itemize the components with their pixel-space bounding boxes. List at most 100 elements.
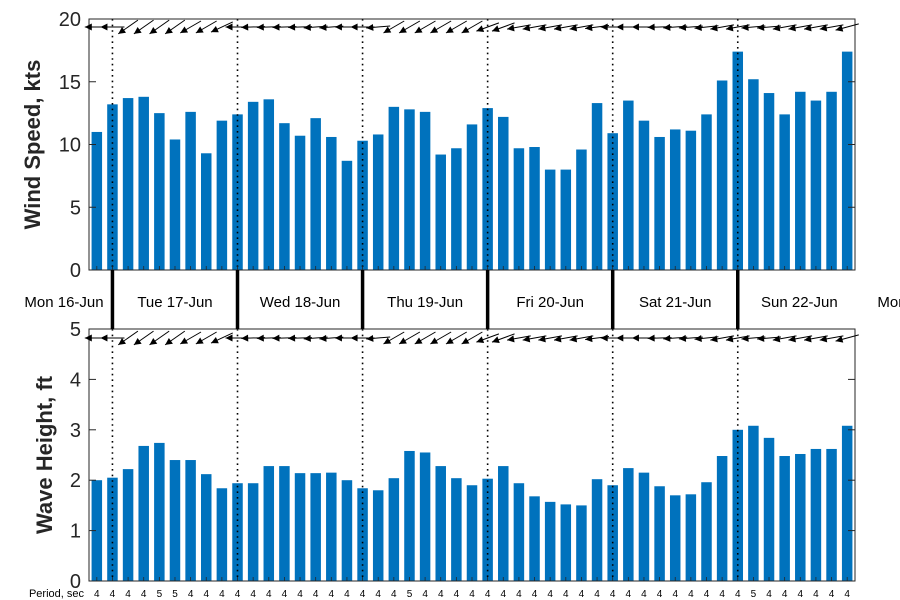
bar [154, 442, 165, 581]
direction-arrow [835, 23, 859, 32]
period-value: 4 [547, 589, 553, 600]
bar [669, 495, 681, 581]
bar [466, 485, 478, 581]
y-tick-label: 2 [70, 470, 81, 492]
bar [185, 460, 196, 581]
period-value: 5 [172, 589, 178, 600]
direction-arrow [383, 331, 405, 345]
y-tick-label: 10 [59, 135, 81, 157]
period-value: 4 [375, 589, 381, 600]
bar [763, 437, 775, 581]
bar [841, 425, 853, 581]
period-value: 4 [219, 589, 225, 600]
bar [294, 473, 306, 581]
direction-arrow [164, 330, 186, 346]
bar [826, 91, 837, 270]
period-value: 4 [626, 589, 632, 600]
day-label: Wed 18-Jun [260, 294, 341, 311]
bar [498, 466, 509, 581]
period-value: 4 [672, 589, 678, 600]
day-strip: Mon 16-Jun Tue 17-Jun Wed 18-Jun Thu 19-Jun… [24, 270, 900, 329]
direction-arrow [398, 20, 421, 34]
bar [716, 456, 728, 581]
direction-arrow [100, 334, 125, 342]
period-value: 5 [407, 589, 413, 600]
period-value: 4 [313, 589, 319, 600]
direction-arrow [835, 334, 859, 343]
bar [169, 139, 181, 270]
direction-arrow [210, 21, 233, 33]
bar [404, 109, 415, 270]
bar [732, 51, 744, 270]
bar [419, 111, 431, 271]
period-value: 4 [266, 589, 272, 600]
period-value: 4 [719, 589, 725, 600]
direction-arrow [133, 330, 154, 346]
direction-arrow [445, 331, 468, 345]
direction-arrow [414, 331, 436, 345]
y-tick-label: 5 [70, 197, 81, 219]
period-value: 4 [813, 589, 819, 600]
direction-arrow [819, 335, 844, 343]
bar [216, 488, 228, 581]
direction-arrow [819, 24, 844, 32]
direction-arrow [788, 24, 813, 32]
bar [513, 148, 525, 270]
bar [341, 480, 353, 581]
period-value: 4 [454, 589, 460, 600]
bar [279, 123, 290, 270]
period-value: 4 [688, 589, 694, 600]
bar [826, 448, 837, 581]
y-tick-label: 5 [70, 319, 81, 341]
bar [247, 483, 259, 581]
period-value: 4 [250, 589, 256, 600]
period-value: 4 [516, 589, 522, 600]
direction-arrow [476, 22, 500, 32]
bar [154, 113, 165, 271]
bar [138, 96, 149, 270]
bar [263, 466, 275, 581]
bar [216, 120, 228, 270]
direction-arrow [398, 331, 421, 345]
direction-arrow [164, 19, 186, 35]
bar [482, 108, 493, 270]
bar [435, 154, 446, 270]
y-tick-label: 1 [70, 521, 81, 543]
bar [357, 488, 368, 581]
bar [200, 153, 212, 270]
bar [326, 472, 337, 581]
direction-arrow [195, 331, 217, 345]
period-value: 4 [500, 589, 506, 600]
direction-arrow [210, 332, 233, 344]
bar [529, 496, 540, 581]
bar [279, 466, 290, 581]
period-value: 4 [438, 589, 444, 600]
direction-arrow [461, 331, 483, 345]
direction-arrow [569, 24, 594, 32]
bar [560, 169, 572, 270]
direction-arrow [710, 24, 735, 32]
period-value: 4 [798, 589, 804, 600]
direction-arrow [804, 335, 828, 343]
y-axis-label: Wave Height, ft [32, 375, 57, 534]
bar [607, 133, 618, 270]
direction-arrow [383, 20, 405, 34]
bar [482, 478, 493, 581]
period-value: 4 [235, 589, 241, 600]
bar [701, 482, 712, 581]
direction-arrow [100, 23, 125, 31]
direction-arrow [117, 330, 139, 346]
bar [544, 169, 556, 270]
bar [122, 98, 134, 270]
direction-arrow [117, 19, 139, 35]
direction-arrow [476, 333, 500, 343]
period-value: 4 [485, 589, 491, 600]
direction-arrow [772, 24, 797, 32]
bar [451, 478, 462, 581]
wind-speed-panel: 0 5 10 15 20 Wind Speed, kts [20, 9, 859, 282]
bar [451, 148, 462, 270]
direction-arrow [366, 334, 391, 342]
bar [138, 445, 149, 581]
period-value: 4 [141, 589, 147, 600]
y-tick-label: 0 [70, 571, 81, 593]
